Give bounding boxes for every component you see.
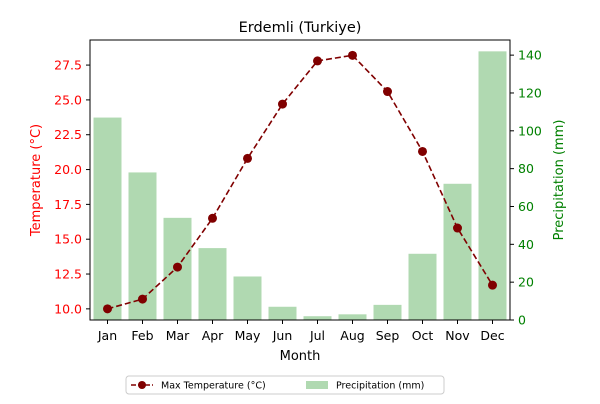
right-tick-label: 120 (518, 85, 542, 100)
temperature-point (138, 294, 147, 304)
precipitation-bars (93, 51, 507, 321)
right-axis-label: Precipitation (mm) (552, 120, 567, 241)
temperature-point (383, 87, 392, 97)
legend: Max Temperature (°C) Precipitation (mm) (125, 375, 445, 395)
precip-bar (443, 183, 472, 320)
x-tick-label: Sep (376, 328, 400, 343)
x-tick-label: Feb (131, 328, 153, 343)
left-axis-label: Temperature (°C) (29, 124, 44, 237)
precip-bar (93, 117, 122, 320)
left-tick-label: 25.0 (54, 92, 82, 107)
x-tick-label: Aug (340, 328, 364, 343)
left-tick-label: 22.5 (54, 127, 82, 142)
x-axis: Jan Feb Mar Apr May Jun Jul Aug Sep Oct Nov Dec (97, 320, 505, 343)
right-tick-label: 60 (518, 199, 534, 214)
right-tick-label: 80 (518, 161, 534, 176)
left-axis: 10.0 12.5 15.0 17.5 20.0 22.5 25.0 27.5 (54, 58, 90, 316)
precip-bar (303, 316, 332, 320)
chart-title: Erdemli (Turkiye) (239, 20, 362, 36)
left-tick-label: 10.0 (54, 301, 82, 316)
right-tick-label: 140 (518, 48, 542, 63)
x-axis-label: Month (280, 349, 321, 364)
left-tick-label: 15.0 (54, 232, 82, 247)
x-tick-label: Oct (412, 328, 434, 343)
temperature-point (278, 99, 287, 109)
temperature-line (103, 50, 497, 314)
right-tick-label: 20 (518, 275, 534, 290)
precip-bar (233, 276, 262, 320)
left-tick-label: 12.5 (54, 267, 82, 282)
plot-frame (89, 39, 511, 321)
temperature-point (208, 213, 217, 223)
temperature-point (348, 50, 357, 60)
right-tick-label: 100 (518, 123, 542, 138)
precip-bar (268, 306, 297, 320)
precip-bar (373, 304, 402, 320)
x-tick-label: Dec (480, 328, 504, 343)
right-axis: 0 20 40 60 80 100 120 140 (510, 48, 542, 328)
x-tick-label: Jun (272, 328, 293, 343)
x-tick-label: May (235, 328, 261, 343)
right-tick-label: 40 (518, 237, 534, 252)
x-tick-label: Nov (445, 328, 470, 343)
temperature-point (453, 223, 462, 233)
legend-bar-swatch (306, 381, 328, 389)
x-tick-label: Apr (202, 328, 224, 343)
temperature-point (313, 56, 322, 66)
x-tick-label: Jan (97, 328, 117, 343)
precip-bar (478, 51, 507, 321)
right-tick-label: 0 (518, 313, 526, 328)
temperature-point (418, 146, 427, 156)
x-tick-label: Mar (166, 328, 190, 343)
temperature-point (243, 153, 252, 163)
temperature-point (488, 280, 497, 290)
left-tick-label: 27.5 (54, 58, 82, 73)
left-tick-label: 17.5 (54, 197, 82, 212)
precip-bar (338, 314, 367, 320)
left-tick-label: 20.0 (54, 162, 82, 177)
temperature-point (173, 262, 182, 272)
temperature-line-path (107, 54, 494, 310)
legend-marker-swatch (138, 381, 146, 389)
precip-bar (408, 253, 437, 320)
precip-bar (198, 248, 227, 320)
legend-label-precipitation: Precipitation (mm) (336, 381, 424, 392)
temperature-point (103, 304, 112, 314)
legend-frame (125, 375, 445, 395)
legend-label-temperature: Max Temperature (°C) (161, 381, 266, 392)
x-tick-label: Jul (309, 328, 325, 343)
